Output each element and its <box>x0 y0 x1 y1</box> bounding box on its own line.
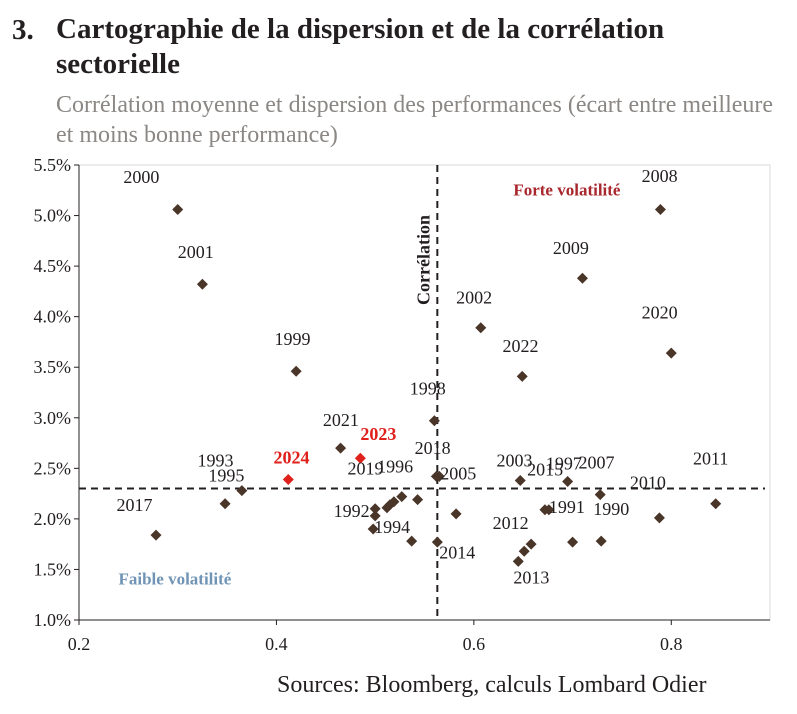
data-point-marker <box>595 535 607 547</box>
data-point-label: 2008 <box>642 166 678 186</box>
y-tick-label: 4.5% <box>34 256 72 276</box>
data-point-label: 1996 <box>377 456 413 476</box>
data-point-marker <box>514 474 526 486</box>
data-point-marker <box>525 538 537 550</box>
data-point-label: 1994 <box>374 517 410 537</box>
y-tick-label: 2.5% <box>34 458 72 478</box>
data-point-marker <box>450 508 462 520</box>
data-point-label: 2011 <box>693 448 728 468</box>
data-point-label: 2002 <box>456 288 492 308</box>
data-point-marker <box>354 452 366 464</box>
data-point-marker <box>219 498 231 510</box>
data-point-label: 1995 <box>208 465 244 485</box>
data-point-marker <box>518 545 530 557</box>
data-point-label: 2007 <box>578 452 614 472</box>
data-point-marker <box>475 322 487 334</box>
data-point-label: 2017 <box>117 495 153 515</box>
data-point-marker <box>369 510 381 522</box>
data-point-marker <box>369 503 381 515</box>
data-point-label: 2013 <box>513 568 549 588</box>
x-tick-label: 0.4 <box>265 634 288 654</box>
data-point-label: 2018 <box>415 438 451 458</box>
y-tick-label: 4.0% <box>34 307 72 327</box>
y-tick-label: 5.0% <box>34 206 72 226</box>
y-tick-label: 1.0% <box>34 610 72 630</box>
data-point-marker <box>665 347 677 359</box>
data-point-marker <box>236 485 248 497</box>
data-point-marker <box>653 512 665 524</box>
data-point-marker <box>576 272 588 284</box>
data-point-marker <box>412 494 424 506</box>
data-point-label: 2022 <box>502 336 538 356</box>
data-point-label: 1997 <box>546 453 582 473</box>
data-point-label: 1999 <box>274 329 310 349</box>
data-point-label: 2003 <box>497 450 533 470</box>
data-point-label: 2015 <box>527 459 563 479</box>
data-point-marker <box>396 491 408 503</box>
low-volatility-label: Faible volatilité <box>118 570 231 589</box>
data-point-label: 2023 <box>360 424 396 444</box>
data-point-label: 1991 <box>549 497 585 517</box>
data-point-label: 2014 <box>439 542 475 562</box>
data-point-label: 2024 <box>273 447 309 467</box>
data-point-marker <box>290 365 302 377</box>
data-point-label: 1992 <box>334 501 370 521</box>
data-point-label: 2005 <box>440 463 476 483</box>
data-point-marker <box>710 498 722 510</box>
data-point-label: 2010 <box>630 473 666 493</box>
x-tick-label: 0.2 <box>68 634 91 654</box>
chart-subtitle: Corrélation moyenne et dispersion des pe… <box>56 92 774 148</box>
data-point-marker <box>150 529 162 541</box>
data-point-marker <box>406 535 418 547</box>
y-tick-label: 5.5% <box>34 155 72 175</box>
data-point-label: 2020 <box>642 303 678 323</box>
data-point-marker <box>282 473 294 485</box>
figure-number: 3. <box>12 14 34 46</box>
data-point-marker <box>196 278 208 290</box>
data-point-marker <box>335 442 347 454</box>
data-point-marker <box>512 555 524 567</box>
data-point-marker <box>428 415 440 427</box>
data-point-label: 1998 <box>410 379 446 399</box>
data-point-marker <box>430 470 442 482</box>
data-point-marker <box>516 370 528 382</box>
data-point-marker <box>543 504 555 516</box>
y-tick-label: 2.0% <box>34 509 72 529</box>
y-tick-label: 3.5% <box>34 357 72 377</box>
data-point-marker <box>594 489 606 501</box>
data-point-marker <box>431 536 443 548</box>
data-point-marker <box>567 536 579 548</box>
data-point-label: 2019 <box>348 458 384 478</box>
data-point-label: 2012 <box>493 513 529 533</box>
x-tick-label: 0.6 <box>463 634 486 654</box>
data-point-label: 2000 <box>123 167 159 187</box>
high-volatility-label: Forte volatilité <box>513 180 621 199</box>
scatter-chart: 1.0% 1.5% 2.0% 2.5% 3.0% 3.5% 4.0% 4.5% 5.0% 5.5%… <box>34 155 771 654</box>
data-point-label: 2001 <box>178 242 214 262</box>
data-point-label: 2021 <box>323 410 359 430</box>
data-point-marker <box>381 502 393 514</box>
source-note: Sources: Bloomberg, calculs Lombard Odie… <box>277 672 707 698</box>
data-point-label: 1990 <box>593 499 629 519</box>
data-point-label: 2009 <box>553 238 589 258</box>
data-point-marker <box>654 203 666 215</box>
chart-title: Cartographie de la dispersion et de la c… <box>56 13 665 80</box>
correlation-axis-label: Corrélation <box>413 215 433 305</box>
data-point-marker <box>388 496 400 508</box>
y-tick-label: 1.5% <box>34 559 72 579</box>
data-point-marker <box>562 475 574 487</box>
data-point-marker <box>172 203 184 215</box>
data-point-label: 1993 <box>197 450 233 470</box>
x-tick-label: 0.8 <box>660 634 683 654</box>
data-point-marker <box>367 523 379 535</box>
y-tick-label: 3.0% <box>34 408 72 428</box>
